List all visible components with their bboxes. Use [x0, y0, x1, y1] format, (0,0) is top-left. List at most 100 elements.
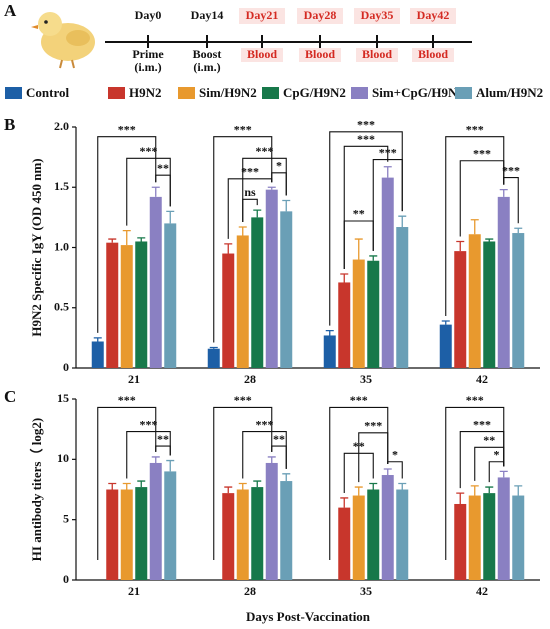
- x-axis-label: Days Post-Vaccination: [246, 609, 371, 624]
- bar: [149, 462, 162, 580]
- x-tick-label: 28: [244, 584, 256, 598]
- x-tick-label: 35: [360, 584, 372, 598]
- legend-swatch: [108, 87, 125, 99]
- error-bar: [499, 470, 508, 478]
- error-bar: [137, 237, 146, 242]
- bar: [251, 217, 264, 368]
- timeline-day: Day0: [135, 8, 162, 22]
- panel-label: A: [4, 1, 17, 20]
- bar: [236, 489, 249, 580]
- label-highlight: [410, 8, 456, 24]
- significance-bracket: [126, 431, 171, 479]
- panel-label: B: [4, 115, 15, 134]
- error-bar: [224, 486, 233, 494]
- bar: [338, 282, 351, 368]
- significance-bracket: [97, 136, 157, 333]
- error-bar: [108, 482, 117, 490]
- bar: [120, 489, 133, 580]
- significance-label: ***: [256, 144, 274, 158]
- timeline-label: (i.m.): [193, 60, 220, 74]
- bar: [367, 489, 380, 580]
- significance-label: **: [157, 161, 169, 175]
- error-bar: [151, 186, 160, 197]
- error-bar: [383, 468, 392, 476]
- significance-label: ***: [473, 146, 491, 160]
- significance-label: ***: [140, 417, 158, 431]
- bar: [207, 348, 220, 368]
- significance-bracket: [242, 198, 258, 223]
- bar: [164, 471, 177, 580]
- label-highlight: [239, 8, 285, 24]
- error-bar: [340, 497, 349, 508]
- error-bar: [383, 166, 392, 178]
- bar: [483, 493, 496, 580]
- significance-label: ***: [256, 417, 274, 431]
- error-bar: [166, 459, 175, 472]
- bar: [251, 487, 264, 580]
- significance-label: ***: [357, 118, 375, 132]
- significance-bracket: [343, 220, 374, 270]
- error-bar: [108, 238, 117, 243]
- bar: [135, 487, 148, 580]
- significance-bracket: [474, 446, 505, 481]
- bar: [396, 489, 409, 580]
- label-highlight: [299, 48, 341, 62]
- significance-bracket: [155, 445, 171, 456]
- significance-bracket: [358, 432, 389, 483]
- significance-label: ***: [466, 393, 484, 407]
- y-tick-label: 1.0: [54, 239, 69, 253]
- significance-bracket: [372, 158, 403, 251]
- bar: [265, 189, 278, 368]
- error-bar: [354, 238, 363, 260]
- timeline-label: (i.m.): [134, 60, 161, 74]
- significance-label: ***: [118, 393, 136, 407]
- bar: [512, 495, 525, 580]
- significance-label: ***: [241, 165, 259, 179]
- bar: [439, 324, 452, 368]
- legend-label: Control: [26, 85, 69, 100]
- x-tick-label: 35: [360, 372, 372, 386]
- significance-label: **: [273, 432, 285, 446]
- timeline-label: Blood: [362, 47, 392, 61]
- error-bar: [224, 243, 233, 254]
- bar: [468, 495, 481, 580]
- error-bar: [340, 273, 349, 283]
- legend-label: Alum/H9N2: [476, 85, 543, 100]
- x-tick-label: 42: [476, 372, 488, 386]
- y-tick-label: 5: [63, 511, 69, 525]
- bar: [280, 211, 293, 368]
- label-highlight: [297, 8, 343, 24]
- error-bar: [398, 215, 407, 228]
- x-tick-label: 21: [128, 584, 140, 598]
- timeline-label: Blood: [418, 47, 448, 61]
- significance-label: ***: [466, 122, 484, 136]
- bar: [497, 477, 510, 580]
- bar: [149, 196, 162, 368]
- legend-swatch: [455, 87, 472, 99]
- legend-swatch: [5, 87, 22, 99]
- error-bar: [209, 346, 218, 349]
- significance-label: ***: [350, 393, 368, 407]
- timeline-day: Day35: [361, 8, 394, 22]
- bar: [323, 335, 336, 368]
- significance-label: **: [157, 432, 169, 446]
- error-bar: [441, 320, 450, 325]
- x-tick-label: 21: [128, 372, 140, 386]
- bar: [468, 234, 481, 368]
- timeline-label: Blood: [247, 47, 277, 61]
- bar: [454, 251, 467, 368]
- y-axis-label: HI antibody titers（ log2): [29, 418, 44, 561]
- significance-label: ***: [357, 132, 375, 146]
- error-bar: [267, 456, 276, 463]
- error-bar: [485, 238, 494, 242]
- error-bar: [282, 199, 291, 212]
- label-highlight: [241, 48, 283, 62]
- bar: [381, 177, 394, 368]
- legend-label: Sim/H9N2: [199, 85, 257, 100]
- error-bar: [456, 240, 465, 252]
- bar: [280, 481, 293, 580]
- y-tick-label: 2.0: [54, 119, 69, 133]
- bar: [483, 241, 496, 368]
- significance-bracket: [343, 145, 389, 270]
